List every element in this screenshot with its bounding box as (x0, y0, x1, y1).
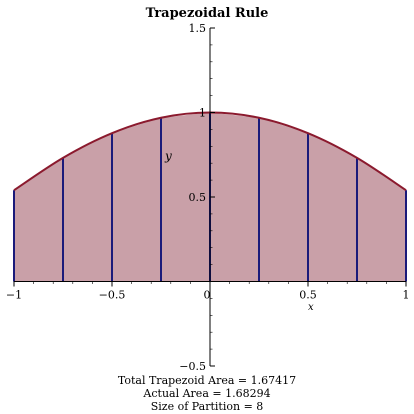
caption-partition-size: Size of Partition = 8 (151, 400, 264, 413)
y-tick-label-0: −0.5 (179, 360, 206, 373)
y-axis-label: y (164, 149, 172, 163)
x-tick-label-2: 0 (204, 289, 211, 302)
y-tick-label-3: 1.5 (189, 22, 207, 35)
x-tick-label-1: −0.5 (99, 289, 126, 302)
tick-labels: −1 −0.5 0 0.5 1 −0.5 0.5 1 1.5 (6, 22, 410, 373)
x-tick-label-0: −1 (6, 289, 22, 302)
caption-total-trapezoid-area: Total Trapezoid Area = 1.67417 (118, 374, 296, 387)
x-tick-label-4: 1 (403, 289, 410, 302)
caption-actual-area: Actual Area = 1.68294 (142, 387, 270, 400)
x-axis-label: x (308, 302, 314, 313)
y-tick-label-2: 1 (199, 107, 206, 120)
y-tick-label-1: 0.5 (189, 191, 207, 204)
chart-title: Trapezoidal Rule (146, 6, 269, 21)
axes (13, 27, 407, 367)
x-tick-label-3: 0.5 (299, 289, 317, 302)
